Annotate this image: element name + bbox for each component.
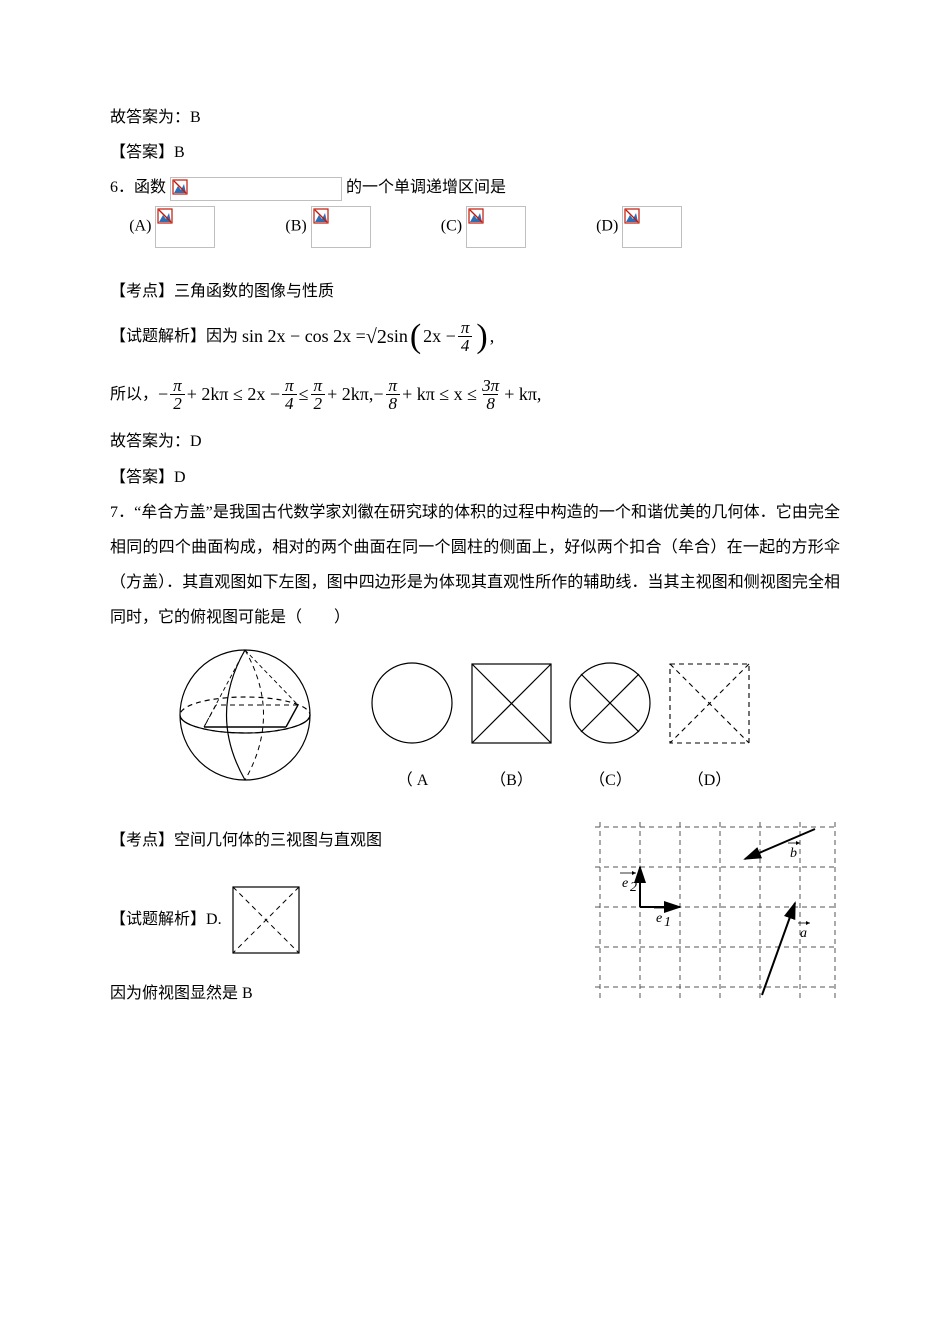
q7-final: 因为俯视图显然是 B — [110, 976, 590, 1011]
q6-option-b: (B) — [285, 206, 370, 248]
q6-eq1: sin 2x − cos 2x = √2 sin ( 2x − π4 ) , — [242, 315, 494, 359]
q6-stem-prefix: 6．函数 — [110, 179, 166, 196]
eq2-p1p: − — [158, 375, 168, 415]
eq2-f1d: 2 — [170, 394, 185, 412]
prev-answer-line: 故答案为：B — [110, 100, 840, 135]
q6-stem: 6．函数 的一个单调递增区间是 — [110, 170, 840, 205]
q6-ans-line: 故答案为：D — [110, 424, 840, 459]
eq2-f3n: π — [311, 377, 326, 394]
q7-fig-main — [170, 645, 320, 798]
svg-text:1: 1 — [664, 915, 671, 930]
q6-opt-a-label: (A) — [129, 217, 151, 234]
q6-eq1-row: 【试题解析】 因为 sin 2x − cos 2x = √2 sin ( 2x … — [110, 315, 840, 359]
broken-image-icon — [622, 206, 682, 248]
eq2-f4n: π — [385, 377, 400, 394]
q6-option-c: (C) — [441, 206, 526, 248]
eq1-sqrt: √2 — [366, 315, 387, 359]
q7-cap-a: （ A — [370, 763, 455, 798]
eq2-f5d: 8 — [483, 394, 498, 412]
q6-opt-d-label: (D) — [596, 217, 618, 234]
broken-image-icon — [311, 206, 371, 248]
eq2-c: + 2kπ, — [327, 375, 373, 415]
vector-grid: e1 e2 b a — [590, 817, 840, 1020]
q6-option-d: (D) — [596, 206, 682, 248]
q7-kaodian-label: 【考点】 — [110, 832, 174, 849]
q7-jiexi-sol: D. — [206, 902, 222, 937]
q6-opt-b-label: (B) — [285, 217, 306, 234]
q6-eq2: − π2 + 2kπ ≤ 2x − π4 ≤ π2 + 2kπ, − π8 + … — [158, 375, 541, 415]
q7-fig-b: （B） — [469, 661, 554, 798]
svg-text:2: 2 — [630, 880, 637, 895]
q7-kaodian-text: 空间几何体的三视图与直观图 — [174, 832, 382, 849]
q6-kaodian-text: 三角函数的图像与性质 — [174, 283, 334, 300]
eq2-b: ≤ — [299, 375, 309, 415]
svg-text:a: a — [800, 926, 807, 941]
svg-text:e: e — [656, 911, 662, 926]
q6-kaodian-label: 【考点】 — [110, 283, 174, 300]
eq1-sin: sin — [387, 317, 408, 357]
eq1-comma: , — [490, 317, 495, 357]
eq2-e: + kπ, — [504, 375, 541, 415]
q6-suoyi: 所以， — [110, 377, 158, 412]
eq2-f1n: π — [170, 377, 185, 394]
q7-cap-b: （B） — [469, 763, 554, 798]
q7-sol-figure — [228, 882, 304, 958]
q7-stem: 7．“牟合方盖”是我国古代数学家刘徽在研究球的体积的过程中构造的一个和谐优美的几… — [110, 495, 840, 636]
svg-text:b: b — [790, 846, 797, 861]
q7-analysis: 【考点】空间几何体的三视图与直观图 【试题解析】 D. 因为俯视图显然是 B — [110, 823, 840, 1020]
q6-jiexi-label: 【试题解析】 — [110, 319, 206, 354]
eq2-a: + 2kπ ≤ 2x − — [187, 375, 280, 415]
eq2-f2n: π — [282, 377, 297, 394]
q7-fig-d: （D） — [667, 661, 752, 798]
q7-cap-c: （C） — [568, 763, 653, 798]
q6-kaodian: 【考点】三角函数的图像与性质 — [110, 274, 840, 309]
broken-image-icon — [170, 177, 342, 201]
eq1-arga: 2x − — [423, 317, 456, 357]
eq2-d: + kπ ≤ x ≤ — [402, 375, 477, 415]
q7-jiexi-row: 【试题解析】 D. — [110, 882, 590, 958]
q6-option-a: (A) — [129, 206, 215, 248]
svg-text:e: e — [622, 876, 628, 891]
broken-image-icon — [466, 206, 526, 248]
q6-stem-suffix: 的一个单调递增区间是 — [346, 179, 506, 196]
eq1-frac-den: 4 — [458, 336, 473, 354]
eq2-f2d: 4 — [282, 394, 297, 412]
eq1-frac-num: π — [458, 319, 473, 336]
q7-cap-d: （D） — [667, 763, 752, 798]
eq2-f5n: 3π — [479, 377, 502, 394]
q6-eq2-row: 所以， − π2 + 2kπ ≤ 2x − π4 ≤ π2 + 2kπ, − π… — [110, 375, 840, 415]
q6-jiexi-prefix: 因为 — [206, 319, 238, 354]
q7-jiexi-label: 【试题解析】 — [110, 902, 206, 937]
broken-image-icon — [155, 206, 215, 248]
eq2-f4d: 8 — [386, 394, 401, 412]
q7-fig-a: （ A — [370, 661, 455, 798]
q6-options: (A) (B) (C) — [129, 206, 840, 248]
eq1-lhs: sin 2x − cos 2x = — [242, 317, 366, 357]
page: 故答案为：B 【答案】B 6．函数 的一个单调递增区间是 (A) — [0, 0, 950, 1080]
q6-ans-tag: 【答案】D — [110, 460, 840, 495]
q6-opt-c-label: (C) — [441, 217, 462, 234]
prev-answer-tag: 【答案】B — [110, 135, 840, 170]
eq2-f3d: 2 — [311, 394, 326, 412]
q7-kaodian: 【考点】空间几何体的三视图与直观图 — [110, 823, 590, 858]
q7-figures: （ A （B） （C） （D — [170, 645, 840, 798]
eq2-p4p: − — [373, 375, 383, 415]
q7-fig-c: （C） — [568, 661, 653, 798]
